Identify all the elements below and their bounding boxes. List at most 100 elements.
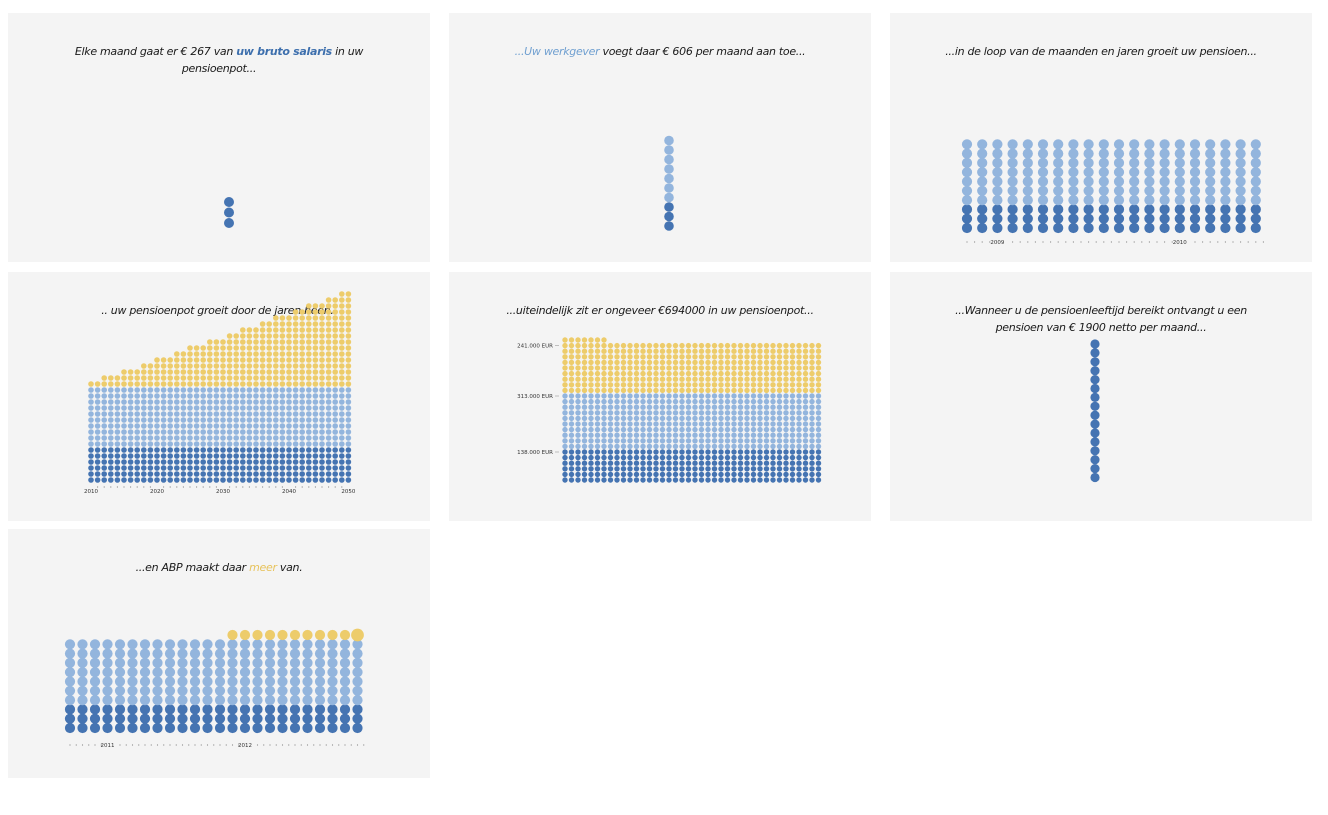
- returns-dot: [581, 382, 588, 388]
- employer-dot: [796, 404, 802, 410]
- employer-dot: [672, 432, 679, 438]
- employer-dot: [160, 435, 167, 441]
- employer-dot: [1007, 185, 1018, 196]
- employee-dot: [588, 460, 594, 466]
- returns-dot: [286, 381, 292, 387]
- returns-dot: [319, 363, 325, 369]
- employee-dot: [750, 471, 757, 478]
- employee-dot: [646, 466, 653, 472]
- returns-dot: [581, 354, 588, 360]
- returns-dot: [770, 354, 776, 360]
- employer-dot: [809, 415, 815, 422]
- returns-dot: [187, 357, 193, 363]
- employer-dot: [809, 421, 815, 427]
- returns-dot: [796, 342, 802, 349]
- axis-tick: [1247, 241, 1249, 243]
- returns-dot: [167, 369, 173, 375]
- employer-dot: [770, 438, 776, 444]
- employer-dot: [776, 415, 783, 422]
- returns-dot: [770, 348, 776, 354]
- axis-tick: [350, 744, 352, 746]
- returns-dot: [325, 303, 332, 309]
- employer-dot: [588, 426, 594, 433]
- employer-dot: [264, 685, 276, 696]
- employer-dot: [339, 667, 351, 678]
- returns-dot: [789, 370, 796, 377]
- employee-dot: [332, 453, 339, 459]
- returns-dot: [614, 382, 620, 388]
- employer-dot: [352, 676, 363, 687]
- returns-dot: [259, 345, 266, 351]
- returns-dot: [240, 381, 246, 387]
- employer-dot: [633, 398, 640, 405]
- employee-dot: [177, 704, 188, 715]
- employer-dot: [312, 405, 319, 411]
- employer-dot: [977, 195, 988, 206]
- employee-dot: [160, 471, 167, 477]
- returns-dot: [345, 291, 352, 297]
- returns-dot: [646, 342, 653, 349]
- axis-tick: [150, 744, 152, 746]
- employer-dot: [200, 405, 206, 411]
- employee-dot: [705, 466, 711, 472]
- employee-dot: [277, 713, 288, 724]
- employer-dot: [1113, 195, 1125, 206]
- employer-dot: [240, 387, 246, 393]
- employer-dot: [253, 441, 259, 447]
- axis-tick: [1088, 241, 1090, 243]
- returns-dot: [666, 354, 672, 360]
- employer-dot: [180, 405, 187, 411]
- returns-dot: [233, 363, 239, 369]
- employer-dot: [750, 393, 757, 399]
- employer-dot: [581, 404, 588, 410]
- axis-tick: [209, 486, 211, 488]
- axis-tick: [1057, 241, 1059, 243]
- employer-dot: [601, 415, 607, 422]
- employer-dot: [139, 667, 151, 678]
- axis-tick: [116, 486, 118, 488]
- returns-dot: [718, 387, 724, 394]
- employer-dot: [562, 393, 568, 399]
- employer-dot: [1068, 176, 1079, 187]
- employee-dot: [607, 454, 614, 461]
- employer-dot: [562, 438, 568, 444]
- employer-dot: [1098, 195, 1109, 206]
- returns-dot: [659, 382, 666, 388]
- returns-dot: [273, 339, 279, 345]
- employer-dot: [213, 441, 220, 447]
- employer-dot: [568, 443, 575, 450]
- employer-dot: [653, 410, 659, 416]
- employer-dot: [273, 411, 279, 417]
- employer-dot: [88, 435, 94, 441]
- employer-dot: [568, 421, 575, 427]
- employer-dot: [141, 399, 147, 405]
- employer-dot: [796, 421, 802, 427]
- returns-dot: [345, 339, 352, 345]
- employee-dot: [977, 222, 988, 234]
- employer-dot: [646, 415, 653, 422]
- employer-dot: [253, 429, 259, 435]
- employer-dot: [672, 426, 679, 433]
- employer-dot: [127, 417, 134, 423]
- employer-dot: [961, 167, 973, 178]
- employer-dot: [339, 435, 345, 441]
- dot-chart: 2011 2012: [64, 628, 365, 749]
- employee-dot: [724, 454, 731, 461]
- employee-dot: [776, 471, 783, 478]
- axis-tick: [225, 744, 227, 746]
- returns-dot: [306, 375, 312, 381]
- employee-dot: [744, 466, 750, 472]
- returns-dot: [246, 369, 253, 375]
- employer-dot: [240, 399, 246, 405]
- returns-dot: [154, 357, 160, 363]
- employer-dot: [279, 393, 286, 399]
- employee-dot: [127, 465, 134, 471]
- returns-dot: [614, 365, 620, 371]
- employer-dot: [1129, 139, 1140, 150]
- returns-dot: [114, 375, 121, 381]
- returns-dot: [306, 381, 312, 387]
- axis-tick: [1095, 241, 1097, 243]
- returns-dot: [187, 375, 193, 381]
- employee-dot: [672, 454, 679, 461]
- employer-dot: [152, 657, 163, 668]
